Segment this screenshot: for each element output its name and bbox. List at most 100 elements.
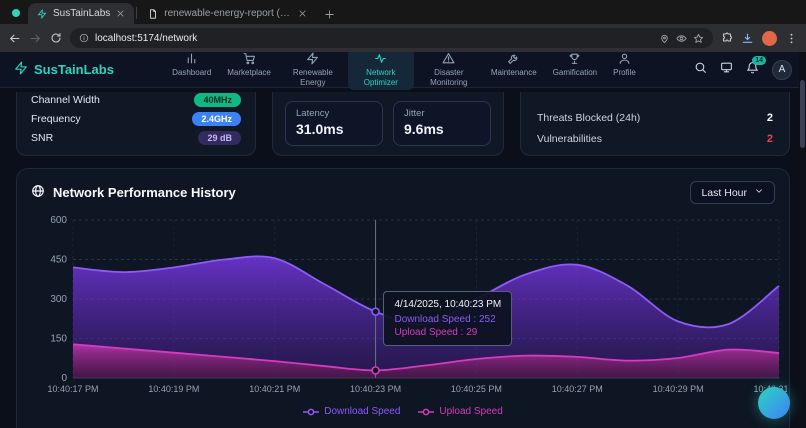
browser-tab-sustainlabs[interactable]: SusTainLabs bbox=[28, 3, 135, 24]
nav-item-profile[interactable]: Profile bbox=[606, 52, 643, 81]
nav-label: Disaster Monitoring bbox=[430, 68, 468, 87]
downloads-icon[interactable] bbox=[741, 32, 754, 45]
nav-label: Dashboard bbox=[172, 68, 212, 78]
alert-triangle-icon bbox=[442, 52, 455, 67]
reload-button[interactable] bbox=[50, 32, 62, 44]
main-nav: Dashboard Marketplace Renewable Energy Netw… bbox=[165, 52, 643, 90]
time-range-select[interactable]: Last Hour bbox=[690, 181, 775, 204]
metric-label: Latency bbox=[296, 108, 330, 119]
svg-text:600: 600 bbox=[50, 215, 67, 226]
wifi-row-label: SNR bbox=[31, 132, 54, 144]
security-row: Threats Blocked (24h) 2 bbox=[537, 112, 773, 124]
svg-text:300: 300 bbox=[50, 294, 67, 305]
security-row-value: 2 bbox=[766, 112, 773, 124]
tab-close-icon[interactable] bbox=[298, 9, 307, 18]
chart-tooltip-rows: Download Speed : 252 Upload Speed : 29 bbox=[394, 314, 501, 338]
activity-icon bbox=[374, 52, 387, 67]
app-viewport: SusTainLabs Dashboard Marketplace Renewabl… bbox=[0, 52, 806, 428]
chart-title: Network Performance History bbox=[53, 185, 236, 200]
security-row-label: Threats Blocked (24h) bbox=[537, 112, 641, 124]
svg-text:10:40:29 PM: 10:40:29 PM bbox=[653, 384, 704, 394]
search-icon[interactable] bbox=[694, 61, 707, 79]
nav-item-dashboard[interactable]: Dashboard bbox=[165, 52, 218, 81]
browser-tab-report[interactable]: renewable-energy-report (16).p bbox=[139, 3, 316, 24]
metric-label: Jitter bbox=[404, 108, 425, 119]
notifications-button[interactable]: 14 bbox=[746, 55, 766, 79]
wifi-row: SNR 29 dB bbox=[31, 131, 241, 145]
preview-icon[interactable] bbox=[676, 33, 687, 44]
app-header: SusTainLabs Dashboard Marketplace Renewabl… bbox=[0, 52, 806, 90]
performance-chart[interactable]: 0 150 300 450 600 10:40:17 PM 10:40:19 PM 10:40… bbox=[31, 212, 787, 404]
chevron-down-icon bbox=[754, 186, 764, 199]
nav-label: Profile bbox=[613, 68, 636, 78]
browser-toolbar: localhost:5174/network bbox=[0, 24, 806, 52]
jitter-metric: Jitter 9.6ms bbox=[393, 101, 491, 146]
legend-item[interactable]: Upload Speed bbox=[418, 406, 503, 417]
wifi-row-label: Frequency bbox=[31, 113, 81, 125]
security-row-label: Vulnerabilities bbox=[537, 133, 602, 145]
nav-item-network-optimizer[interactable]: Network Optimizer bbox=[347, 52, 414, 90]
scrollbar-thumb[interactable] bbox=[800, 80, 805, 148]
latency-jitter-card: Latency 31.0ms Jitter 9.6ms bbox=[272, 92, 504, 156]
tooltip-row: Download Speed : 252 bbox=[394, 313, 496, 325]
browser-menu-icon[interactable] bbox=[785, 32, 798, 45]
notification-badge: 14 bbox=[752, 55, 766, 65]
user-avatar[interactable]: A bbox=[771, 59, 792, 80]
svg-text:10:40:27 PM: 10:40:27 PM bbox=[552, 384, 603, 394]
brand-name: SusTainLabs bbox=[34, 62, 114, 77]
address-bar[interactable]: localhost:5174/network bbox=[70, 28, 713, 48]
bell-icon bbox=[746, 61, 759, 79]
nav-label: Renewable Energy bbox=[292, 68, 333, 87]
new-tab-button[interactable] bbox=[324, 9, 335, 20]
globe-icon bbox=[31, 184, 45, 201]
wifi-status-card: Channel Width 40MHz Frequency 2.4GHz SNR 29 d… bbox=[16, 92, 256, 156]
wifi-row: Channel Width 40MHz bbox=[31, 93, 241, 107]
nav-item-marketplace[interactable]: Marketplace bbox=[220, 52, 278, 81]
nav-item-disaster-monitoring[interactable]: Disaster Monitoring bbox=[416, 52, 482, 90]
tooltip-time: 4/14/2025, 10:40:23 PM bbox=[394, 298, 502, 310]
security-row: Vulnerabilities 2 bbox=[537, 133, 773, 145]
browser-profile-avatar[interactable] bbox=[762, 30, 777, 46]
metrics-cards-row: Channel Width 40MHz Frequency 2.4GHz SNR 29 d… bbox=[16, 92, 790, 156]
latency-metric: Latency 31.0ms bbox=[285, 101, 383, 146]
legend-label: Download Speed bbox=[324, 406, 401, 417]
tab-favicon-icon bbox=[37, 8, 47, 19]
brand-logo[interactable]: SusTainLabs bbox=[14, 61, 114, 78]
chat-fab[interactable] bbox=[758, 387, 790, 419]
cart-icon bbox=[243, 52, 256, 67]
chart-area: 0 150 300 450 600 10:40:17 PM 10:40:19 PM 10:40… bbox=[31, 212, 787, 404]
site-info-icon[interactable] bbox=[79, 33, 89, 43]
range-value: Last Hour bbox=[701, 186, 747, 199]
forward-button[interactable] bbox=[29, 32, 42, 45]
back-button[interactable] bbox=[8, 32, 21, 45]
bookmark-icon[interactable] bbox=[693, 33, 704, 44]
nav-item-maintenance[interactable]: Maintenance bbox=[484, 52, 544, 81]
brand-zap-icon bbox=[14, 61, 28, 78]
nav-label: Marketplace bbox=[227, 68, 271, 78]
display-icon[interactable] bbox=[720, 61, 733, 79]
wifi-value-badge: 29 dB bbox=[198, 131, 241, 145]
security-card: Threats Blocked (24h) 2 Vulnerabilities 2 bbox=[520, 92, 790, 156]
wrench-icon bbox=[507, 52, 520, 67]
svg-text:10:40:19 PM: 10:40:19 PM bbox=[148, 384, 199, 394]
user-icon bbox=[618, 52, 631, 67]
nav-item-gamification[interactable]: Gamification bbox=[546, 52, 604, 81]
svg-text:10:40:21 PM: 10:40:21 PM bbox=[249, 384, 300, 394]
tab-close-icon[interactable] bbox=[116, 9, 125, 18]
wifi-row: Frequency 2.4GHz bbox=[31, 112, 241, 126]
location-icon[interactable] bbox=[659, 33, 670, 44]
nav-label: Gamification bbox=[552, 68, 598, 78]
svg-text:10:40:17 PM: 10:40:17 PM bbox=[47, 384, 98, 394]
legend-marker-icon bbox=[303, 408, 320, 415]
nav-label: Network Optimizer bbox=[363, 68, 398, 87]
chart-tooltip: 4/14/2025, 10:40:23 PM Download Speed : … bbox=[383, 290, 513, 346]
nav-item-renewable-energy[interactable]: Renewable Energy bbox=[280, 52, 346, 90]
url-text: localhost:5174/network bbox=[95, 32, 198, 44]
tab-favicon-icon bbox=[148, 8, 158, 19]
extensions-icon[interactable] bbox=[721, 32, 733, 44]
page-scrollbar[interactable] bbox=[799, 52, 806, 428]
legend-item[interactable]: Download Speed bbox=[303, 406, 400, 417]
wifi-value-badge: 40MHz bbox=[194, 93, 241, 107]
chart-legend[interactable]: Download Speed Upload Speed bbox=[31, 406, 775, 417]
